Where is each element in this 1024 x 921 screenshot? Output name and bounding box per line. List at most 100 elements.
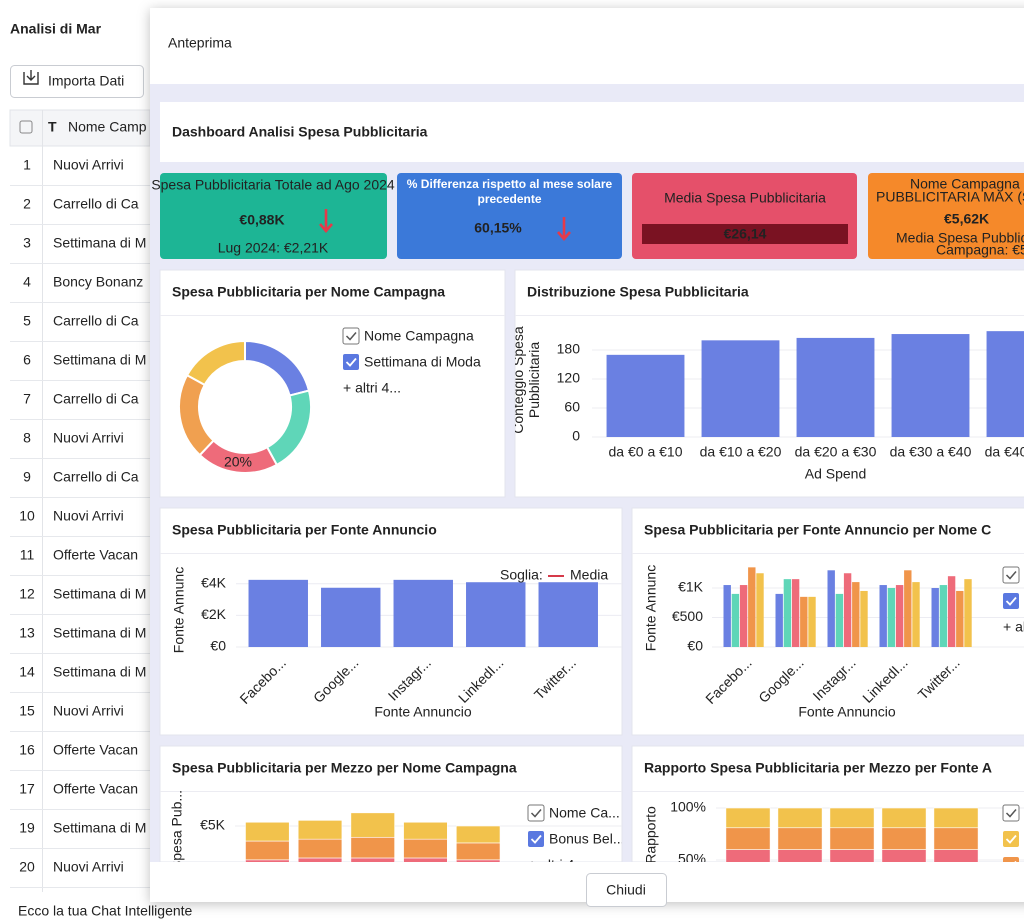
bar: [393, 579, 453, 647]
chart-title: Spesa Pubblicitaria per Fonte Annuncio: [172, 522, 437, 538]
bar: [895, 585, 904, 647]
x-tick-label: da €40 a €50: [985, 444, 1024, 460]
legend-label: Bonus Bel...: [549, 831, 625, 847]
bar-segment: [350, 836, 395, 859]
legend-more[interactable]: + al: [1003, 619, 1024, 635]
chart-title: Spesa Pubblicitaria per Nome Campagna: [172, 284, 445, 300]
bar-segment: [933, 827, 979, 850]
kpi-value: €0,88K: [239, 212, 284, 228]
bar: [248, 579, 308, 647]
checkbox[interactable]: [528, 831, 544, 847]
y-tick-label: €4K: [201, 575, 227, 591]
bar: [904, 570, 912, 647]
checkbox[interactable]: [1002, 566, 1020, 584]
x-axis-title: Fonte Annuncio: [374, 704, 472, 720]
kpi-note: Campagna: €5,23K: [936, 242, 1024, 258]
row-name: Carrello di Ca: [53, 313, 139, 329]
bar: [783, 579, 792, 647]
bar: [939, 585, 948, 647]
bar: [321, 587, 381, 647]
checkmark: [1005, 809, 1017, 818]
y-tick-label: €0: [210, 638, 226, 654]
bar: [775, 593, 783, 647]
legend-header: Nome Ca...: [549, 805, 620, 821]
chart: Spesa Pubblicitaria per Nome Campagna 20%…: [160, 284, 505, 474]
bar: [739, 585, 748, 647]
y-tick-label: 60: [564, 399, 580, 415]
y-tick-label: €1K: [678, 579, 704, 595]
bar: [723, 585, 731, 647]
bar: [606, 354, 685, 437]
close-button[interactable]: [586, 873, 667, 907]
bar: [538, 582, 598, 647]
checkbox[interactable]: [342, 327, 360, 345]
checkbox[interactable]: [527, 804, 545, 822]
row-name: Offerte Vacan: [53, 742, 138, 758]
row-number: 10: [19, 508, 35, 524]
bar: [852, 582, 860, 647]
row-name: Nuovi Arrivi: [53, 508, 124, 524]
bar-segment: [245, 821, 290, 842]
kpi-title: Nome Campagna con S: [910, 176, 1024, 192]
x-tick-label: da €20 a €30: [795, 444, 877, 460]
header-type-icon: T: [48, 119, 57, 135]
row-name: Settimana di M: [53, 586, 146, 602]
row-number: 8: [23, 430, 31, 446]
row-name: Carrello di Ca: [53, 469, 139, 485]
threshold-name: Media: [570, 567, 608, 583]
y-axis-title-box: Conteggio Spesa Pubblicitaria: [515, 326, 542, 433]
threshold-title: Soglia:: [500, 567, 543, 583]
checkbox[interactable]: [343, 354, 359, 370]
checkbox[interactable]: [1002, 804, 1020, 822]
x-tick-label: da €0 a €10: [609, 444, 683, 460]
row-number: 13: [19, 625, 35, 641]
legend-header: Nome Campagna: [364, 328, 474, 344]
dashboard-title: Dashboard Analisi Spesa Pubblicitaria: [172, 124, 428, 140]
bar-segment: [455, 842, 501, 861]
checkmark: [345, 357, 357, 367]
trend-arrow: [557, 217, 571, 241]
bar-segment: [403, 821, 448, 840]
kpi-value: €26,14: [724, 226, 767, 242]
row-number: 9: [23, 469, 31, 485]
chart-title: Spesa Pubblicitaria per Fonte Annuncio p…: [644, 522, 991, 538]
bar: [887, 588, 896, 647]
column-header: Nome Camp: [68, 119, 147, 135]
checkbox[interactable]: [1003, 831, 1019, 847]
row-name: Settimana di M: [53, 235, 146, 251]
bar-segment: [297, 820, 343, 840]
import-button[interactable]: [10, 65, 144, 98]
legend-label: Settimana di Moda: [364, 354, 481, 370]
row-number: 19: [19, 820, 35, 836]
row-number: 11: [20, 547, 35, 563]
row-number: 5: [23, 313, 31, 329]
data-label: 20%: [224, 453, 252, 469]
legend-more[interactable]: + altri 4...: [343, 380, 401, 396]
bar: [800, 596, 808, 647]
bar: [827, 570, 835, 647]
bar-segment: [777, 807, 823, 829]
donut-segment: [185, 339, 246, 387]
bar: [731, 593, 740, 647]
checkbox[interactable]: [1003, 593, 1019, 609]
y-tick-label: €5K: [200, 817, 226, 833]
kpi-title-box: % Differenza rispetto al mese solare pre…: [407, 177, 612, 206]
bar: [860, 590, 868, 647]
import-button-label: Importa Dati: [48, 73, 124, 89]
row-name: Settimana di M: [53, 625, 146, 641]
bar: [912, 582, 920, 647]
row-name: Nuovi Arrivi: [53, 157, 124, 173]
trend-arrow: [319, 209, 333, 233]
checkbox[interactable]: [1003, 857, 1019, 873]
import-icon: [23, 70, 39, 85]
legend-more[interactable]: + altri 4: [528, 857, 575, 873]
bar: [748, 567, 756, 647]
kpi-note: Lug 2024: €2,21K: [218, 240, 329, 256]
bar-segment: [777, 827, 823, 850]
bar: [701, 340, 780, 437]
y-axis-title: Fonte Annunc: [643, 565, 659, 651]
y-tick-label: 120: [557, 370, 581, 386]
bar-segment: [455, 825, 501, 844]
row-number: 2: [23, 196, 31, 212]
checkmark: [1005, 834, 1017, 844]
